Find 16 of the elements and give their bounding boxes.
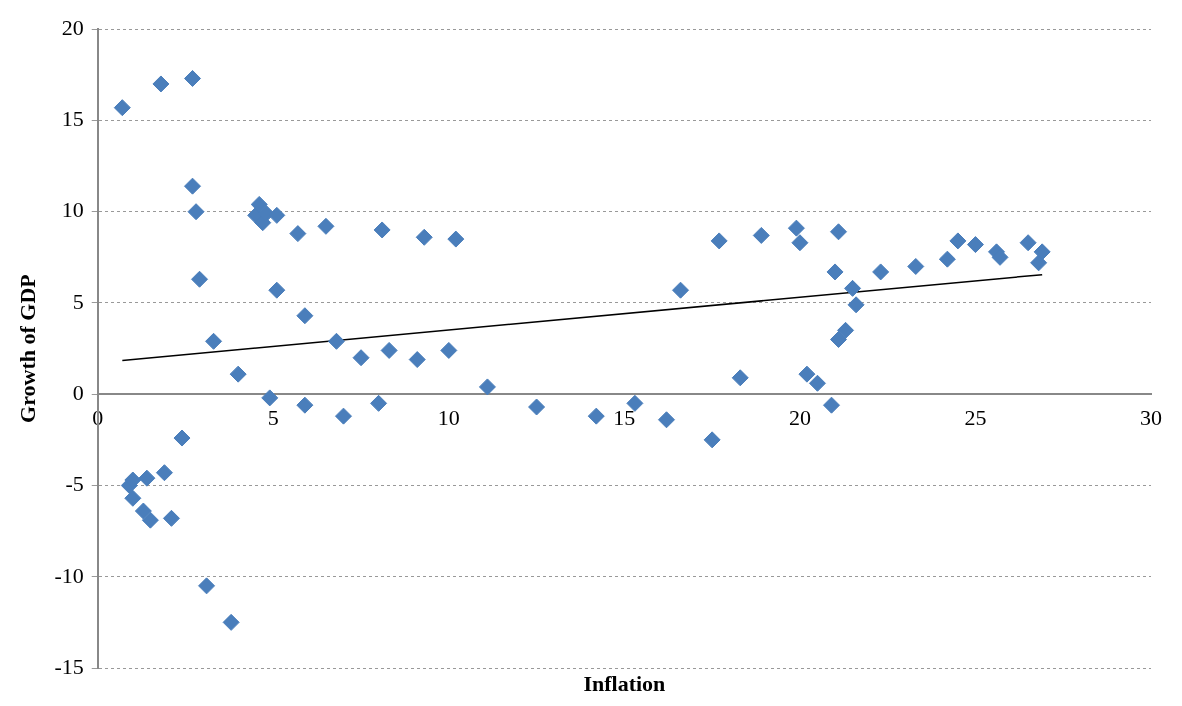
y-tick-label: 15 [61, 106, 84, 132]
y-tick-label: 5 [72, 288, 84, 314]
x-axis-title: Inflation [583, 670, 666, 696]
x-tick-label: 25 [964, 405, 987, 431]
x-tick-label: 30 [1140, 405, 1162, 431]
x-tick-label: 15 [613, 405, 636, 431]
x-tick-label: 5 [267, 405, 279, 431]
x-tick-label: 10 [437, 405, 460, 431]
y-axis-title: Growth of GDP [14, 274, 40, 423]
y-tick-label: 20 [61, 14, 84, 40]
y-tick-label: 0 [72, 380, 84, 406]
y-tick-label: 10 [61, 197, 84, 223]
y-tick-label: -15 [54, 653, 84, 679]
y-tick-label: -10 [54, 562, 84, 588]
y-tick-label: -5 [65, 471, 84, 497]
x-tick-label: 20 [788, 405, 811, 431]
